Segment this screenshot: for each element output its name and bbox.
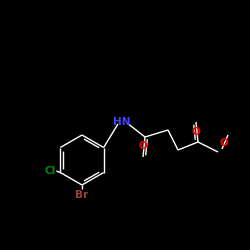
Text: HN: HN: [113, 117, 131, 127]
Text: O: O: [138, 141, 147, 151]
Text: O: O: [192, 127, 200, 137]
Text: Cl: Cl: [44, 166, 55, 175]
Text: Br: Br: [76, 190, 88, 200]
Text: O: O: [219, 138, 228, 148]
